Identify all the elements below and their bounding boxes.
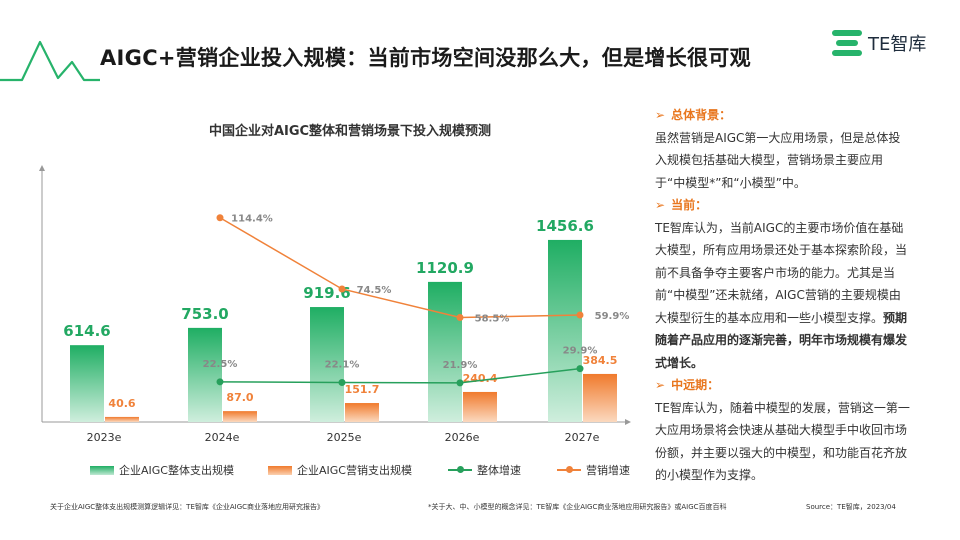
background-text: 虽然营销是AIGC第一大应用场景，但是总体投入规模包括基础大模型，营销场景主要应… <box>655 130 901 190</box>
bar-total-spend <box>428 281 462 422</box>
total-growth-label: 29.9% <box>563 346 598 357</box>
legend-swatch-marketing-growth <box>557 466 581 473</box>
data-label-total-spend: 614.6 <box>63 322 110 340</box>
bar-marketing-spend <box>583 373 617 422</box>
legend-label-marketing-spend: 企业AIGC营销支出规模 <box>297 464 412 477</box>
data-label-total-spend: 1120.9 <box>416 259 474 277</box>
arrow-icon: ➢ <box>655 378 666 392</box>
marketing-growth-label: 114.4% <box>231 214 273 225</box>
marketing-growth-label: 59.9% <box>595 311 630 322</box>
brand-logo: TE智库 <box>832 30 926 56</box>
marketing-growth-label: 74.5% <box>357 285 392 296</box>
header-pulse-line <box>0 40 100 82</box>
arrow-icon: ➢ <box>655 198 666 212</box>
bar-marketing-spend <box>105 416 139 422</box>
x-tick-label: 2023e <box>87 431 122 444</box>
legend-label-total-spend: 企业AIGC整体支出规模 <box>119 464 234 477</box>
arrow-icon: ➢ <box>655 108 666 122</box>
marketing-growth-label: 58.5% <box>475 314 510 325</box>
x-tick-label: 2025e <box>327 431 362 444</box>
te-logo-icon <box>832 30 862 56</box>
legend-item-marketing-spend: 企业AIGC营销支出规模 <box>268 462 412 478</box>
marketing-growth-point <box>576 311 584 319</box>
marketing-growth-point <box>338 285 346 293</box>
legend-item-total-growth: 整体增速 <box>448 462 521 478</box>
chart: 614.640.62023e753.087.02024e919.6151.720… <box>39 165 631 444</box>
bar-marketing-spend <box>463 391 497 422</box>
bar-total-spend <box>310 307 344 422</box>
commentary-panel: ➢ 总体背景： 虽然营销是AIGC第一大应用场景，但是总体投入规模包括基础大模型，… <box>655 104 910 487</box>
bar-marketing-spend <box>345 403 379 422</box>
legend-swatch-marketing-spend <box>268 465 292 475</box>
legend-item-marketing-growth: 营销增速 <box>557 462 630 478</box>
total-growth-label: 22.5% <box>203 359 238 370</box>
data-label-marketing-spend: 384.5 <box>583 354 618 367</box>
chart-title: 中国企业对AIGC整体和营销场景下投入规模预测 <box>208 124 492 139</box>
x-tick-label: 2027e <box>565 431 600 444</box>
current-text: TE智库认为，当前AIGC的主要市场价值在基础大模型，所有应用场景还处于基本探索… <box>655 220 908 370</box>
legend-item-total-spend: 企业AIGC整体支出规模 <box>90 462 234 478</box>
marketing-growth-line <box>219 217 581 319</box>
marketing-growth-point <box>456 314 464 322</box>
y-axis-arrow <box>39 165 45 171</box>
bar-total-spend <box>70 345 104 422</box>
data-label-marketing-spend: 151.7 <box>345 383 380 396</box>
legend-label-total-growth: 整体增速 <box>477 464 521 477</box>
current-heading: ➢ 当前： <box>655 198 708 212</box>
background-heading: ➢ 总体背景： <box>655 108 732 122</box>
total-growth-point <box>338 379 346 387</box>
bar-total-spend <box>548 239 582 422</box>
mid-term-text: TE智库认为，随着中模型的发展，营销这一第一大应用场景将会快速从基础大模型手中收… <box>655 400 910 483</box>
x-tick-label: 2024e <box>205 431 240 444</box>
total-growth-label: 21.9% <box>443 360 478 371</box>
data-label-marketing-spend: 87.0 <box>226 391 253 404</box>
data-label-marketing-spend: 40.6 <box>108 397 135 410</box>
data-label-total-spend: 1456.6 <box>536 217 594 235</box>
x-tick-label: 2026e <box>445 431 480 444</box>
current-highlight: 预期随着产品应用的逐渐完善，明年市场规模有爆发式增长。 <box>655 310 908 370</box>
legend-label-marketing-growth: 营销增速 <box>586 464 630 477</box>
source-note: Source：TE智库，2023/04 <box>806 503 896 511</box>
brand-name: TE智库 <box>868 34 927 55</box>
marketing-growth-point <box>216 214 224 222</box>
total-growth-point <box>216 378 224 386</box>
bar-marketing-spend <box>223 411 257 422</box>
data-label-total-spend: 753.0 <box>181 305 228 323</box>
total-growth-label: 22.1% <box>325 360 360 371</box>
footnote-left: 关于企业AIGC整体支出规模测算逻辑详见：TE智库《企业AIGC商业落地应用研究… <box>50 503 325 511</box>
total-growth-point <box>456 379 464 387</box>
page-title: AIGC+营销企业投入规模：当前市场空间没那么大，但是增长很可观 <box>100 46 751 70</box>
legend-swatch-total-growth <box>448 466 472 473</box>
legend-swatch-total-spend <box>90 465 114 475</box>
mid-term-heading: ➢ 中远期： <box>655 378 720 392</box>
footnote-middle: *关于大、中、小模型的概念详见：TE智库《企业AIGC商业落地应用研究报告》或A… <box>428 503 727 511</box>
total-growth-point <box>576 365 584 373</box>
bar-total-spend <box>188 327 222 422</box>
total-growth-line <box>219 367 581 384</box>
x-axis-arrow <box>625 419 631 425</box>
